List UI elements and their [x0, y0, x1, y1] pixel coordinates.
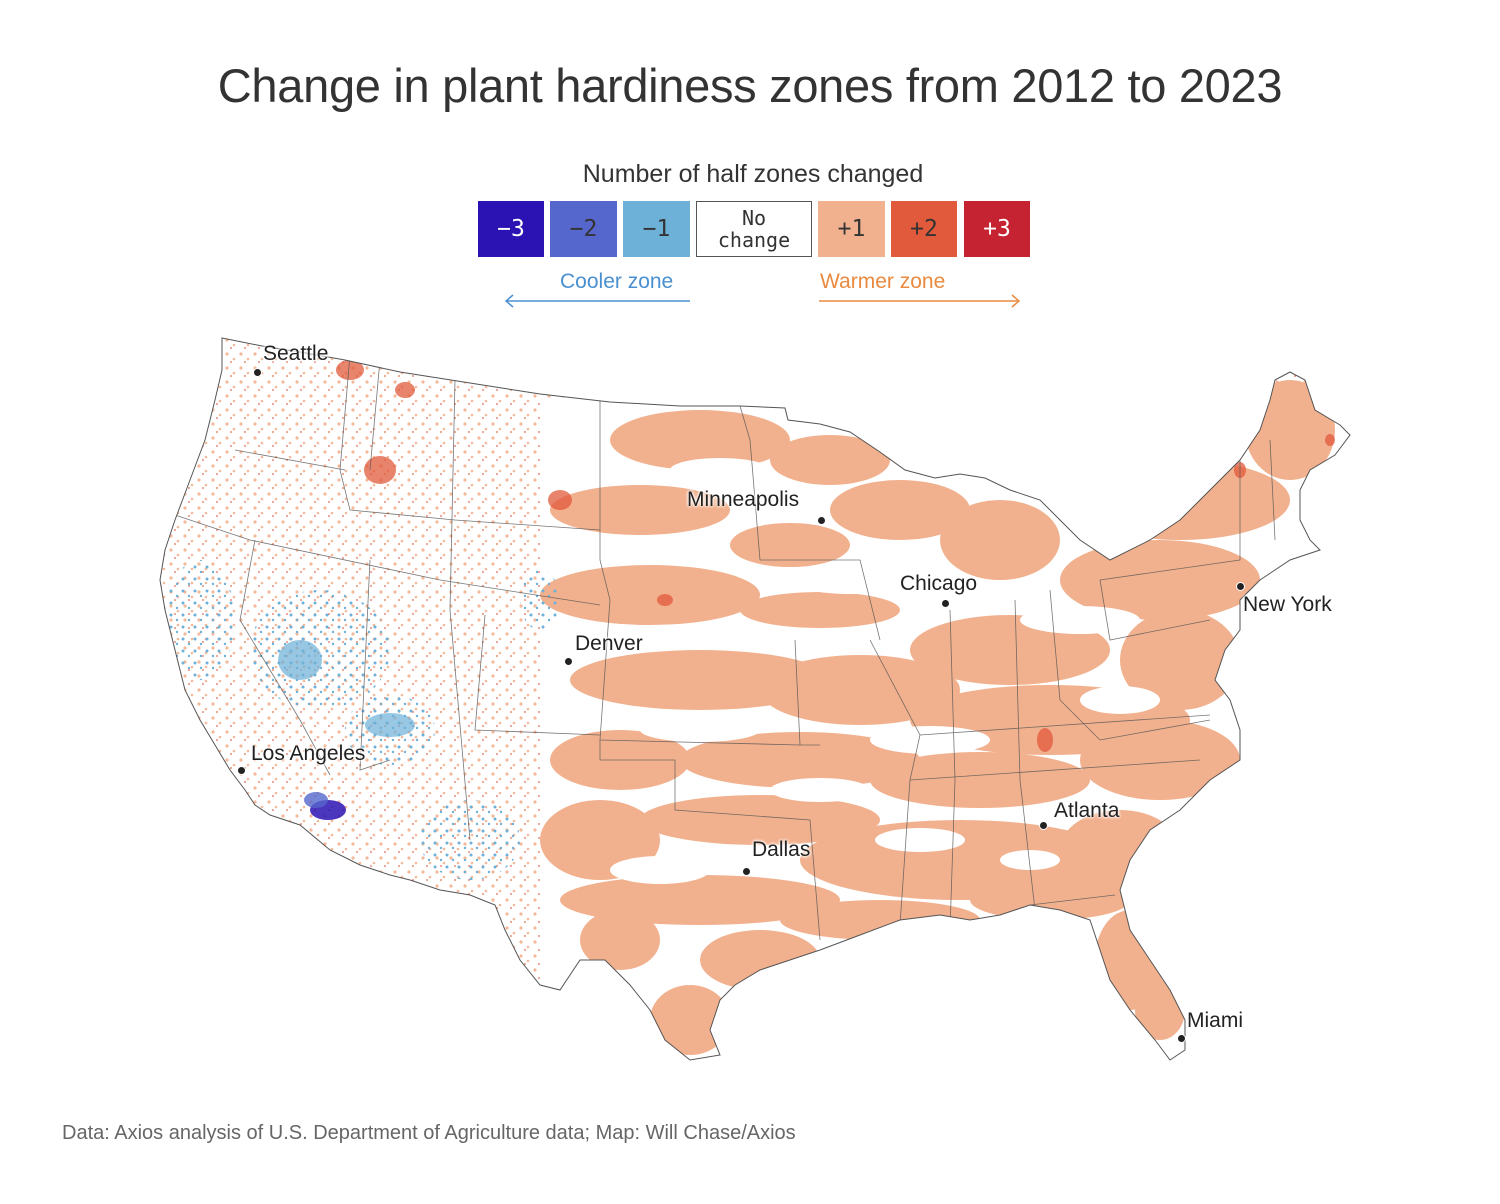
legend-label-minus-2: −2 [569, 215, 598, 242]
city-label-chicago: Chicago [900, 572, 978, 595]
legend-label-minus-3: −3 [497, 215, 525, 242]
city-label-miami: Miami [1187, 1009, 1243, 1032]
legend-label-plus-3: +3 [983, 215, 1011, 242]
city-label-atlanta: Atlanta [1054, 799, 1120, 822]
city-dot-denver [564, 657, 573, 666]
us-map-svg [159, 337, 1351, 1061]
legend-label-plus-1: +1 [837, 215, 866, 242]
state-borders [174, 354, 1276, 941]
us-outline [159, 337, 1351, 1061]
warm-2-patches [336, 360, 1335, 752]
zone-change-layer [160, 338, 1350, 1060]
city-label-seattle: Seattle [263, 342, 329, 365]
us-map: Seattle Minneapolis Chicago New York Den… [150, 325, 1360, 1085]
city-dot-new-york [1236, 582, 1245, 591]
warmer-zone-label: Warmer zone [820, 270, 946, 293]
moderate-cool-patch [304, 792, 328, 808]
city-label-new-york: New York [1243, 593, 1332, 616]
cooler-zone-label: Cooler zone [560, 270, 674, 293]
legend-title: Number of half zones changed [582, 160, 924, 188]
source-note: Data: Axios analysis of U.S. Department … [62, 1122, 796, 1144]
cool-zone-solid [278, 640, 415, 737]
legend-label-no-change-line2: change [717, 228, 791, 252]
legend-swatch-plus-2: +2 [891, 201, 957, 257]
warmer-zone-arrow [819, 294, 1021, 308]
legend-swatch-minus-3: −3 [478, 201, 544, 257]
legend-label-minus-1: −1 [642, 215, 671, 242]
city-dot-chicago [941, 599, 950, 608]
city-dot-atlanta [1039, 821, 1048, 830]
city-dot-minneapolis [817, 516, 826, 525]
chart-title: Change in plant hardiness zones from 201… [217, 59, 1283, 112]
cool-zone-patches [165, 560, 560, 880]
city-dot-seattle [253, 368, 262, 377]
no-change-patches [610, 458, 1160, 884]
legend-swatch-plus-3: +3 [964, 201, 1030, 257]
legend-arrows [504, 294, 1021, 308]
city-dot-los-angeles [237, 766, 246, 775]
legend-swatch-minus-2: −2 [550, 201, 617, 257]
city-label-dallas: Dallas [752, 838, 811, 861]
legend-label-no-change-line1: No [741, 206, 767, 230]
city-dot-miami [1177, 1034, 1186, 1043]
legend-label-plus-2: +2 [910, 215, 938, 242]
legend-swatch-plus-1: +1 [818, 201, 885, 257]
cooler-zone-arrow [504, 294, 690, 308]
city-label-minneapolis: Minneapolis [687, 488, 800, 511]
legend-swatch-minus-1: −1 [623, 201, 690, 257]
city-dot-dallas [742, 867, 751, 876]
legend-swatch-no-change: No change [696, 201, 812, 257]
city-label-denver: Denver [575, 632, 643, 655]
city-label-los-angeles: Los Angeles [251, 742, 366, 765]
